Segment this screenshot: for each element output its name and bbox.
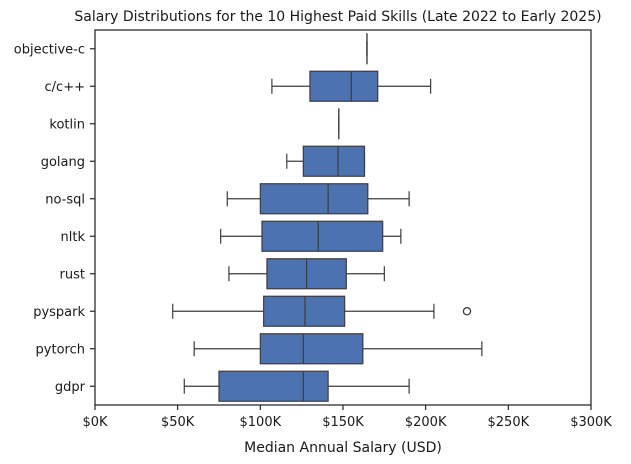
y-tick-label-objective-c: objective-c bbox=[14, 42, 85, 57]
box-group-golang bbox=[286, 145, 366, 177]
x-tick-label-6: $300K bbox=[570, 415, 612, 430]
boxes-layer bbox=[172, 33, 483, 402]
x-tick-label-4: $200K bbox=[405, 415, 447, 430]
y-tick-label-pyspark: pyspark bbox=[33, 305, 85, 320]
y-tick-label-gdpr: gdpr bbox=[55, 380, 86, 395]
y-tick-label-kotlin: kotlin bbox=[49, 117, 85, 132]
box-gdpr bbox=[218, 370, 329, 402]
box-pytorch bbox=[259, 333, 364, 365]
box-pyspark bbox=[263, 295, 346, 327]
x-axis-ticks: $0K $50K $100K $150K $200K $250K $300K bbox=[82, 405, 612, 430]
chart-title: Salary Distributions for the 10 Highest … bbox=[74, 9, 601, 25]
y-tick-label-pytorch: pytorch bbox=[36, 342, 85, 357]
y-tick-label-golang: golang bbox=[41, 155, 85, 170]
y-tick-label-c-c: c/c++ bbox=[45, 80, 85, 95]
box-no-sql bbox=[259, 183, 369, 215]
y-axis-ticks: objective-c c/c++ kotlin golang no-sql nltk ru… bbox=[14, 42, 95, 395]
box-group-c-c bbox=[271, 70, 432, 102]
box-golang bbox=[302, 145, 366, 177]
x-tick-label-5: $250K bbox=[488, 415, 530, 430]
box-group-no-sql bbox=[226, 183, 410, 215]
box-group-rust bbox=[228, 258, 385, 290]
outlier-pyspark-0 bbox=[462, 306, 472, 316]
y-tick-label-no-sql: no-sql bbox=[45, 192, 85, 207]
box-group-gdpr bbox=[183, 370, 410, 402]
x-tick-label-1: $50K bbox=[161, 415, 195, 430]
x-tick-label-2: $100K bbox=[240, 415, 282, 430]
box-group-pytorch bbox=[193, 333, 483, 365]
x-tick-label-3: $150K bbox=[322, 415, 364, 430]
x-tick-label-0: $0K bbox=[82, 415, 108, 430]
box-group-nltk bbox=[220, 220, 402, 252]
y-tick-label-rust: rust bbox=[60, 267, 85, 282]
box-group-pyspark bbox=[172, 295, 472, 327]
box-nltk bbox=[261, 220, 384, 252]
box-c-c bbox=[309, 70, 379, 102]
y-tick-label-nltk: nltk bbox=[61, 230, 86, 245]
x-axis-label: Median Annual Salary (USD) bbox=[244, 440, 442, 456]
